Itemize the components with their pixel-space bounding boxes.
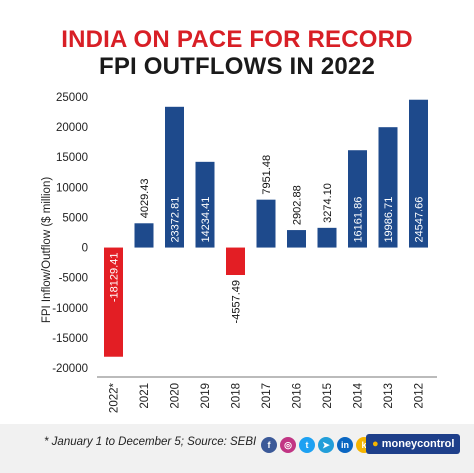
y-tick-label: -15000 [52,333,88,345]
social-icons: f ◎ t ➤ in k [261,436,372,454]
y-tick-label: 5000 [62,212,88,224]
linkedin-icon[interactable]: in [337,437,353,453]
y-tick-label: -5000 [59,273,88,285]
y-tick-label: 0 [82,243,88,255]
bar [134,223,154,248]
title-line-1: INDIA ON PACE FOR RECORD [61,26,413,53]
data-label: 4029.43 [139,179,151,219]
x-axis-ticks: 2022* 2021 2020 2019 2018 2017 2016 2015 2014 201… [109,382,426,413]
x-tick-label: 2014 [353,382,365,408]
source-footnote: * January 1 to December 5; Source: SEBI [44,436,257,448]
data-label: 23372.81 [170,197,182,243]
twitter-icon[interactable]: t [299,437,315,453]
bar [256,199,276,248]
x-tick-label: 2017 [261,383,273,409]
x-tick-label: 2016 [292,383,304,409]
data-label: 24547.66 [414,197,426,243]
data-label: -4557.49 [231,280,243,323]
brand-logo: ● moneycontrol [366,434,461,454]
x-tick-label: 2013 [383,383,395,409]
chart-title: INDIA ON PACE FOR RECORD FPI OUTFLOWS IN… [0,26,474,80]
bar [317,227,337,248]
y-tick-label: -10000 [52,303,88,315]
data-label: -18129.41 [109,253,121,303]
bar [348,150,367,248]
data-label: 14234.41 [200,197,212,243]
y-tick-label: -20000 [52,363,88,375]
bar [287,230,306,248]
brand-name: moneycontrol [381,438,455,450]
x-tick-label: 2015 [322,383,334,409]
bar [226,247,245,276]
bars: -18129.41 4029.43 23372.81 14234.41 -4557.49… [104,99,428,357]
y-axis-label: FPI Inflow/Outflow ($ million) [41,177,53,324]
bar [165,106,184,248]
bar [378,127,398,248]
data-label: 19986.71 [383,197,395,243]
facebook-icon[interactable]: f [261,437,277,453]
x-tick-label: 2018 [231,383,243,409]
y-tick-label: 15000 [56,152,88,164]
x-tick-label: 2019 [200,383,212,409]
x-tick-label: 2021 [139,383,151,409]
bar [195,161,215,248]
x-tick-label: 2020 [170,383,182,409]
title-line-2: FPI OUTFLOWS IN 2022 [98,53,376,80]
data-label: 2902.88 [292,185,304,225]
x-tick-label: 2012 [414,383,426,409]
telegram-icon[interactable]: ➤ [318,437,334,453]
x-tick-label: 2022* [109,382,121,413]
bar [104,247,123,357]
y-tick-label: 25000 [56,92,88,104]
y-tick-label: 20000 [56,122,88,134]
y-tick-label: 10000 [56,182,88,194]
data-label: 7951.48 [261,155,273,195]
instagram-icon[interactable]: ◎ [280,437,296,453]
bar-chart: 25000 20000 15000 10000 5000 0 -5000 -10000 -150… [41,92,437,413]
bar [409,99,428,248]
data-label: 3274.10 [322,183,334,223]
y-axis-ticks: 25000 20000 15000 10000 5000 0 -5000 -10000 -150… [52,92,88,375]
data-label: 16161.86 [353,197,365,243]
